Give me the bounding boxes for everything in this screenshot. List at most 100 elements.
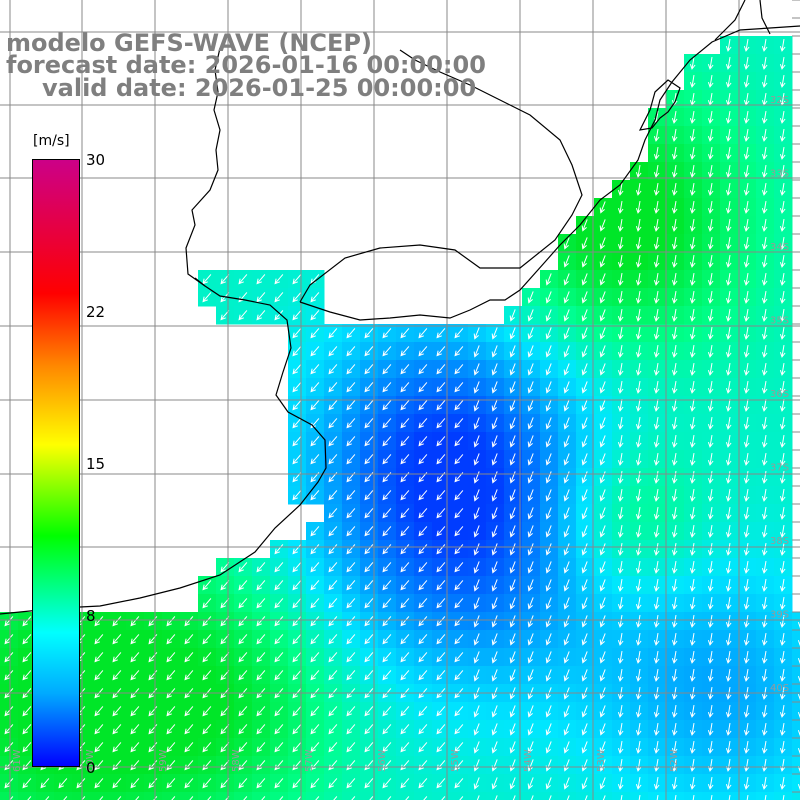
wind-arrow: [346, 742, 356, 753]
wind-arrow: [364, 508, 374, 519]
wind-arrow: [689, 147, 696, 160]
wind-arrow: [310, 364, 320, 375]
wind-arrow: [635, 381, 642, 394]
wind-arrow: [635, 507, 642, 520]
wind-arrow: [635, 471, 642, 484]
wind-arrow: [545, 543, 552, 556]
wind-arrow: [418, 742, 428, 753]
wind-arrow: [328, 508, 338, 519]
wind-arrow: [310, 436, 320, 447]
wind-arrow: [509, 363, 516, 376]
wind-arrow: [602, 795, 606, 800]
wind-arrow: [382, 364, 392, 375]
wind-arrow: [328, 382, 338, 393]
wind-arrow: [256, 706, 266, 717]
lon-label: 52W: [669, 749, 680, 772]
wind-arrow: [581, 489, 588, 502]
wind-arrow: [653, 777, 660, 790]
wind-arrow: [364, 742, 374, 753]
wind-speed-cell: [180, 792, 199, 800]
wind-arrow: [310, 580, 320, 591]
wind-arrow: [581, 309, 588, 322]
wind-arrow: [328, 346, 338, 357]
wind-arrow: [238, 580, 248, 591]
wind-arrow: [256, 760, 266, 771]
wind-arrow: [563, 597, 570, 610]
wind-arrow: [725, 651, 732, 664]
lat-label: 36S: [770, 389, 789, 400]
wind-arrow: [418, 598, 428, 609]
wind-arrow: [491, 417, 498, 430]
wind-arrow: [671, 741, 678, 754]
wind-arrow: [256, 634, 266, 645]
wind-arrow: [491, 345, 498, 358]
wind-arrow: [4, 724, 14, 735]
wind-arrow: [364, 526, 374, 537]
wind-arrow: [238, 562, 248, 573]
wind-arrow: [779, 129, 786, 142]
wind-arrow: [617, 489, 624, 502]
wind-arrow: [491, 453, 498, 466]
wind-arrow: [746, 795, 749, 800]
wind-arrow: [743, 489, 750, 502]
wind-arrow: [112, 778, 122, 789]
grid-labels: 32S 33S 34S 35S 36S 37S 38S 39S 40S 61W 60W 59W 58W 5…: [12, 95, 789, 772]
wind-arrow: [743, 381, 750, 394]
wind-arrow: [599, 489, 606, 502]
wind-arrow: [743, 561, 750, 574]
wind-arrow: [454, 508, 464, 519]
wind-arrow: [346, 580, 356, 591]
wind-arrow: [418, 580, 428, 591]
wind-arrow: [473, 741, 480, 754]
wind-arrow: [617, 309, 624, 322]
wind-arrow: [635, 345, 642, 358]
wind-arrow: [387, 796, 392, 800]
wind-arrow: [436, 526, 446, 537]
wind-arrow: [202, 652, 212, 663]
wind-arrow: [581, 543, 588, 556]
wind-arrow: [346, 364, 356, 375]
wind-arrow: [707, 723, 714, 736]
wind-arrow: [256, 724, 266, 735]
wind-arrow: [454, 634, 464, 645]
wind-arrow: [707, 471, 714, 484]
wind-speed-cell: [270, 792, 289, 800]
wind-arrow: [689, 111, 696, 124]
wind-speed-cell: [756, 792, 775, 800]
wind-arrow: [418, 346, 428, 357]
wind-arrow: [328, 400, 338, 411]
wind-arrow: [418, 454, 428, 465]
wind-arrow: [638, 795, 641, 800]
wind-arrow: [707, 363, 714, 376]
wind-speed-cell: [792, 774, 800, 793]
wind-arrow: [563, 435, 570, 448]
wind-arrow: [671, 237, 678, 250]
wind-arrow: [653, 669, 660, 682]
colorbar-legend: [m/s] 30 22 15 8 0: [0, 120, 120, 780]
wind-arrow: [436, 346, 446, 357]
wind-arrow: [509, 579, 516, 592]
wind-arrow: [707, 633, 714, 646]
wind-arrow: [274, 292, 284, 303]
wind-arrow: [653, 273, 660, 286]
wind-arrow: [382, 616, 392, 627]
wind-arrow: [184, 706, 194, 717]
wind-arrow: [292, 436, 302, 447]
wind-speed-cell: [720, 792, 739, 800]
wind-arrow: [671, 363, 678, 376]
wind-arrow: [743, 777, 750, 790]
wind-arrow: [382, 670, 392, 681]
wind-arrow: [328, 634, 338, 645]
wind-arrow: [725, 57, 732, 70]
wind-arrow: [743, 399, 750, 412]
wind-arrow: [671, 525, 678, 538]
wind-arrow: [400, 670, 410, 681]
wind-arrow: [563, 723, 570, 736]
wind-arrow: [671, 381, 678, 394]
wind-arrow: [256, 562, 266, 573]
wind-arrow: [725, 597, 732, 610]
wind-arrow: [328, 544, 338, 555]
wind-arrow: [400, 508, 410, 519]
wind-arrow: [94, 616, 104, 627]
wind-arrow: [761, 525, 768, 538]
